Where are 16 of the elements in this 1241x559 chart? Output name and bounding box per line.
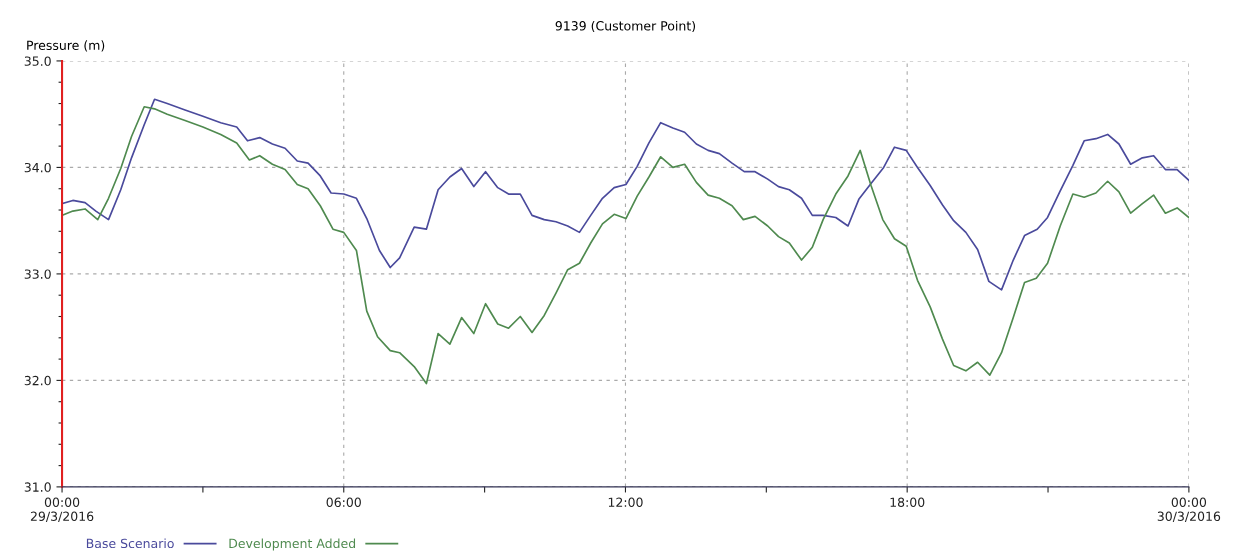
x-tick-label: 06:00 — [326, 497, 361, 507]
x-tick-label: 18:00 — [890, 497, 925, 507]
y-tick-label: 32.0 — [24, 375, 51, 386]
y-axis-title: Pressure (m) — [27, 40, 105, 52]
line-series — [62, 105, 1189, 385]
line-series — [62, 98, 1189, 291]
legend-label: Base Scenario — [86, 538, 174, 549]
y-tick-label: 33.0 — [24, 269, 51, 279]
y-tick-label: 35.0 — [24, 56, 51, 66]
legend-label: Development Added — [229, 538, 356, 551]
x-tick-label: 00:00 29/3/2016 — [30, 497, 94, 522]
x-tick-label: 12:00 — [608, 497, 643, 507]
x-tick-label: 00:00 30/3/2016 — [1157, 497, 1221, 522]
y-tick-label: 34.0 — [24, 162, 51, 173]
y-tick-label: 31.0 — [24, 482, 51, 492]
chart-title: 9139 (Customer Point) — [555, 20, 696, 33]
